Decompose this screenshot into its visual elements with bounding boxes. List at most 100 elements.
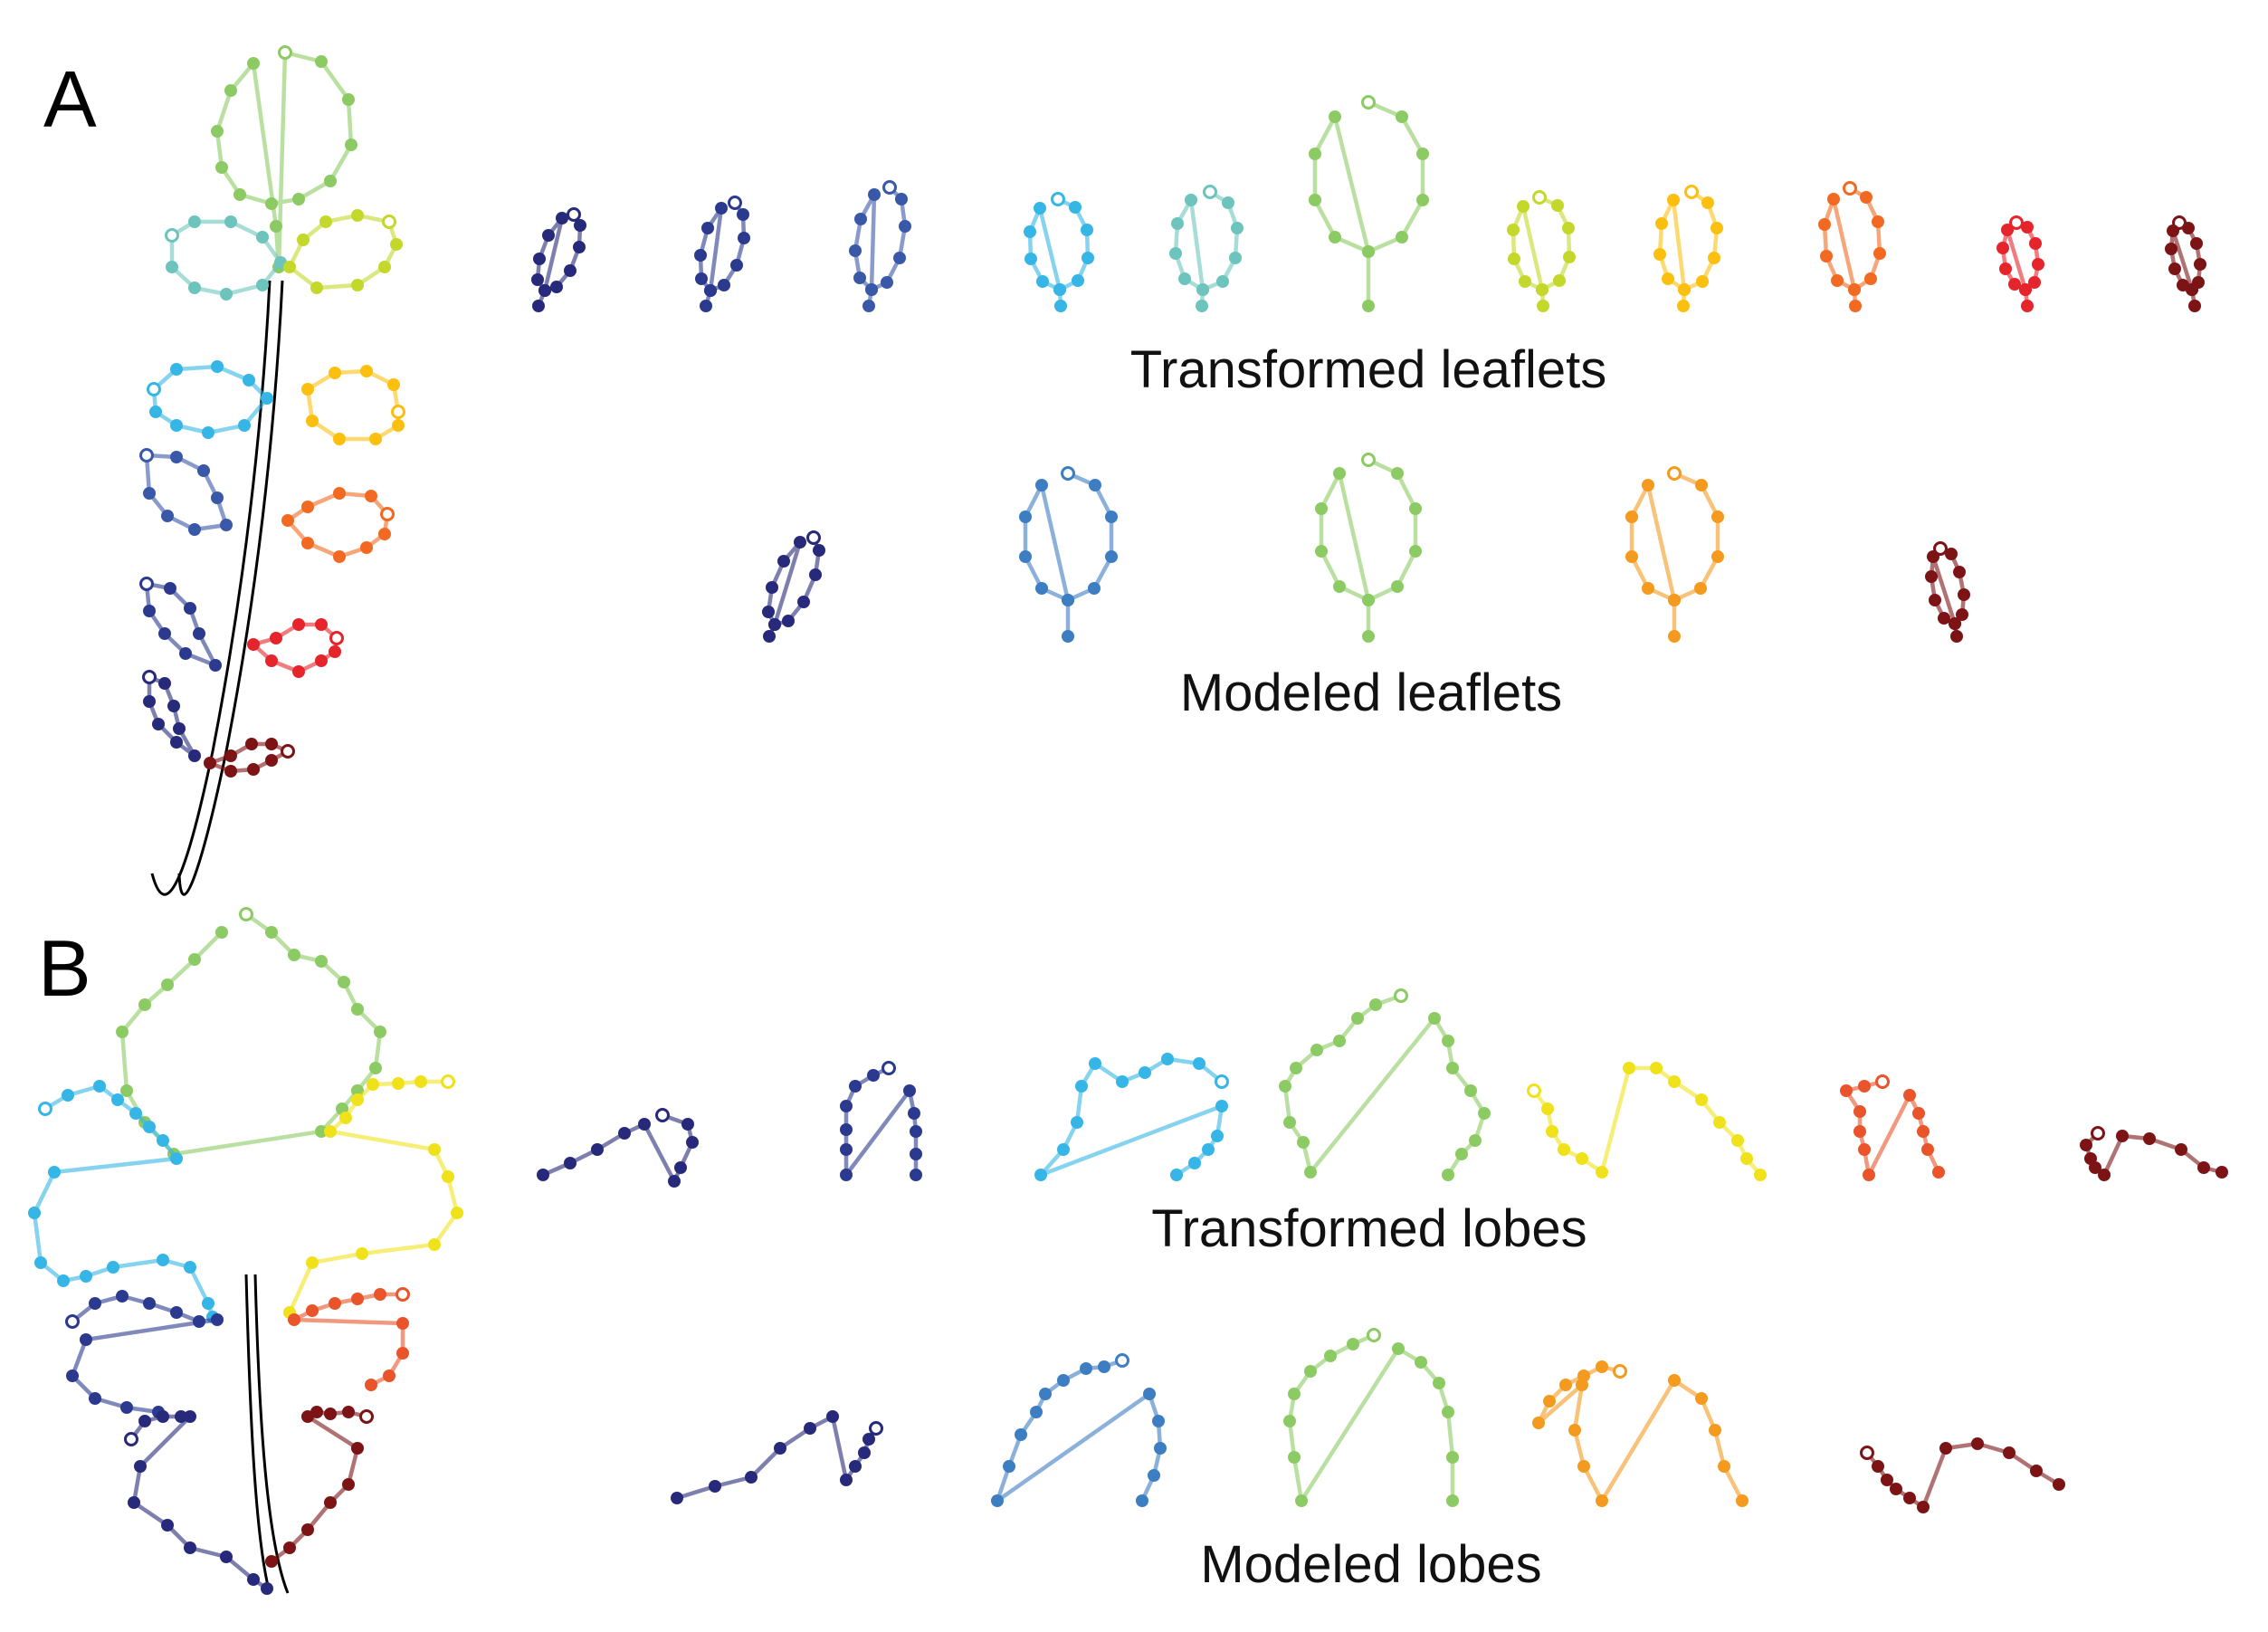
landmark-point (1178, 272, 1191, 285)
transformed-lobe-green-outline (1282, 993, 1487, 1178)
landmark-point (1903, 1492, 1916, 1504)
landmark-point (451, 1207, 463, 1219)
start-landmark-marker (1843, 181, 1857, 196)
landmark-point (1553, 274, 1566, 287)
transformed-leaflet-red (1996, 215, 2044, 312)
landmark-point (1409, 502, 1422, 515)
landmark-point (1211, 1130, 1224, 1142)
landmark-point (1925, 570, 1938, 583)
modeled-lobe-amber (1532, 1360, 1749, 1507)
landmark-point (1415, 1356, 1427, 1369)
landmark-point (2021, 221, 2034, 234)
landmark-point (2021, 300, 2034, 312)
transformed-leaflet-gold (1653, 185, 1723, 312)
landmark-point (2165, 243, 2177, 255)
landmark-point (1446, 1451, 1459, 1464)
landmark-point (306, 1304, 319, 1317)
landmark-point (351, 1093, 364, 1106)
leaflet-gold-outline (305, 368, 401, 442)
midrib-line (253, 1274, 290, 1594)
landmark-point (342, 1406, 355, 1418)
landmark-point (2003, 1446, 2015, 1459)
landmark-point (1105, 550, 1118, 563)
leaflet-red-outline (251, 622, 339, 674)
landmark-point (261, 1582, 273, 1595)
start-landmark-marker (65, 1314, 80, 1329)
landmark-point (1295, 1494, 1308, 1507)
landmark-point (338, 976, 350, 988)
landmark-point (390, 238, 403, 251)
landmark-point (1917, 1125, 1930, 1138)
landmark-point (1362, 594, 1375, 606)
landmark-point (319, 215, 332, 228)
start-landmark-marker (391, 405, 405, 419)
landmark-point (1858, 1080, 1871, 1093)
landmark-point (574, 219, 586, 232)
landmark-point (288, 949, 300, 961)
landmark-point (867, 1069, 880, 1082)
landmark-point (247, 638, 260, 651)
transformed-leaflet-orange (1818, 181, 1886, 312)
landmark-point (1054, 300, 1067, 312)
landmark-point (694, 249, 707, 262)
landmark-point (701, 222, 714, 234)
landmark-point (895, 193, 908, 205)
landmark-point (1820, 250, 1833, 262)
landmark-point (360, 365, 373, 377)
leaflet-lime-outline (287, 213, 399, 291)
landmark-point (591, 1143, 604, 1156)
start-landmark-marker (359, 1409, 374, 1424)
landmark-point (671, 1492, 683, 1504)
start-landmark-marker (395, 1287, 410, 1302)
landmark-point (220, 288, 233, 301)
landmark-point (93, 1080, 106, 1093)
landmark-point (1283, 1415, 1296, 1427)
landmark-point (1543, 1395, 1556, 1408)
landmark-point (2216, 1166, 2228, 1179)
landmark-point (396, 1317, 409, 1330)
landmark-point (1290, 1062, 1302, 1074)
landmark-point (167, 700, 180, 712)
landmark-point (1024, 225, 1036, 238)
transformed-leaflet-maroon (2165, 215, 2206, 312)
landmark-point (1576, 1152, 1588, 1165)
landmark-point (809, 568, 822, 581)
landmark-point (1596, 1494, 1608, 1507)
landmark-point (143, 487, 156, 500)
landmark-point (1019, 550, 1032, 563)
start-landmark-marker (382, 215, 396, 229)
landmark-point (374, 1026, 386, 1038)
landmark-point (1170, 1169, 1183, 1181)
landmark-point (1392, 1342, 1405, 1355)
landmark-point (1701, 196, 1714, 209)
start-landmark-marker (1667, 466, 1682, 481)
landmark-point (718, 279, 730, 291)
landmark-point (1362, 245, 1375, 258)
landmark-point (840, 1123, 853, 1136)
landmark-point (1932, 1166, 1945, 1179)
landmark-point (1950, 630, 1963, 643)
landmark-point (537, 1169, 549, 1181)
landmark-point (149, 406, 162, 418)
landmark-point (179, 647, 192, 660)
start-landmark-marker (278, 45, 292, 60)
landmark-point (292, 193, 305, 205)
landmark-point (840, 1100, 853, 1112)
landmark-point (737, 208, 749, 221)
modeled-leaflet-green (1315, 453, 1422, 643)
transformed-lobe-sky (1034, 1053, 1229, 1181)
landmark-point (374, 1288, 386, 1301)
landmark-point (1655, 217, 1668, 230)
landmark-point (1577, 1460, 1590, 1473)
start-landmark-marker (1933, 541, 1948, 556)
landmark-point (1949, 617, 1961, 630)
landmark-point (910, 1148, 922, 1160)
landmark-point (265, 754, 278, 767)
landmark-point (1903, 1089, 1916, 1102)
landmark-point (188, 523, 201, 536)
landmark-point (211, 360, 224, 373)
leaflet-gold (301, 365, 405, 445)
start-landmark-marker (1875, 1074, 1890, 1089)
landmark-point (1695, 1392, 1708, 1405)
landmark-point (1185, 194, 1197, 206)
